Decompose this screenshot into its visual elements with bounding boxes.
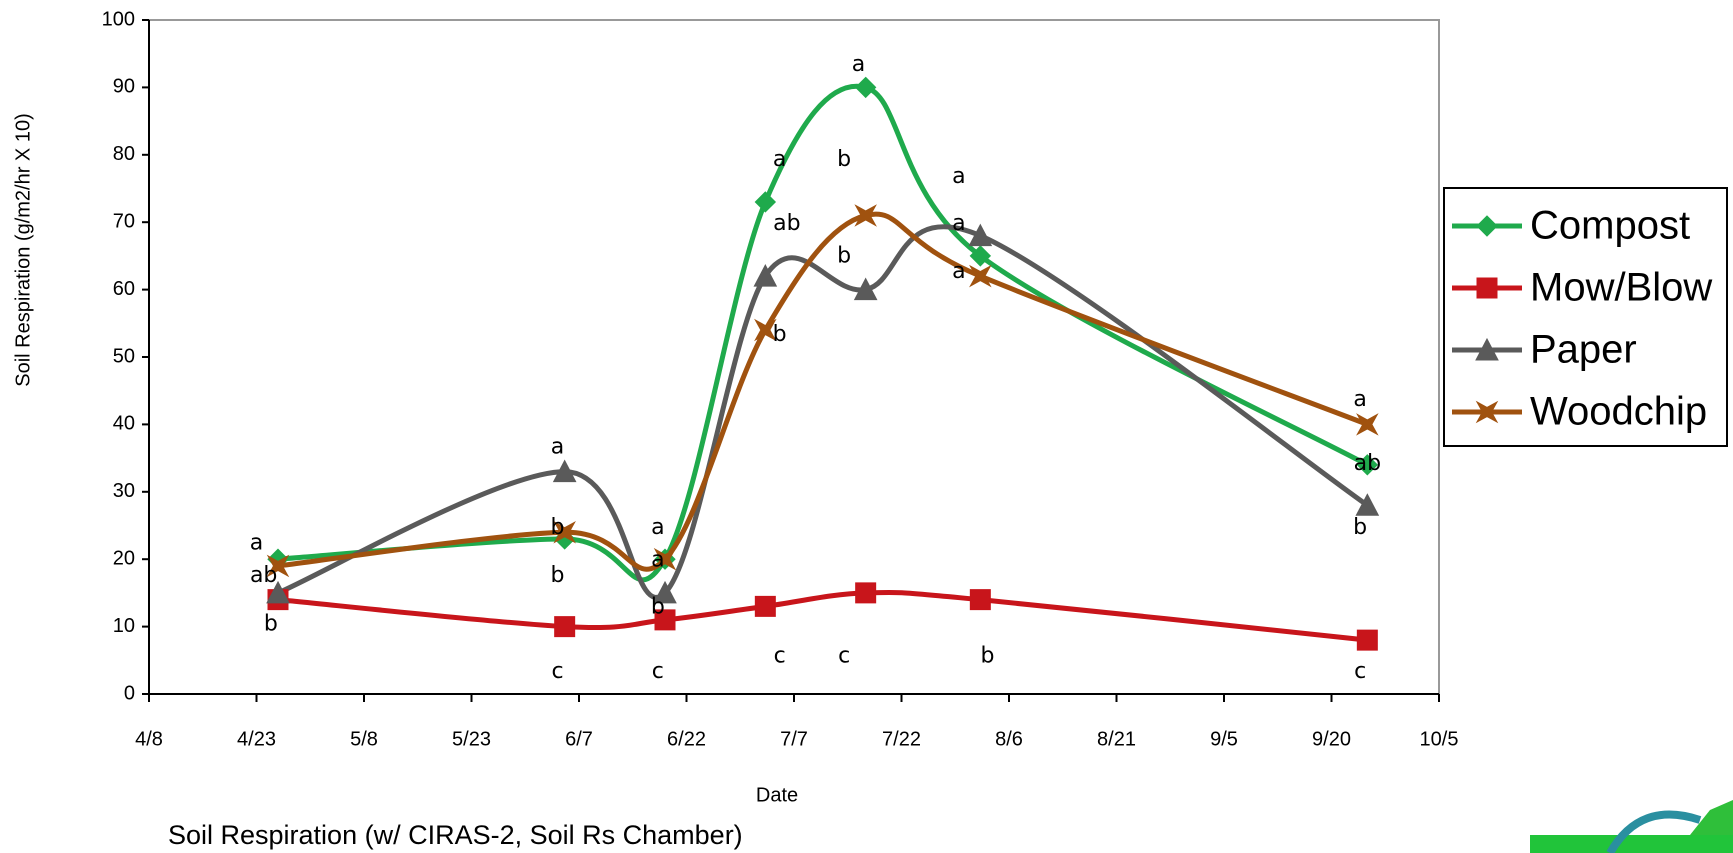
annotation: ab — [250, 563, 277, 588]
annotation: a — [651, 548, 664, 573]
y-tick-label: 100 — [102, 8, 135, 30]
marker — [968, 223, 993, 247]
x-tick-label: 9/20 — [1312, 728, 1351, 750]
marker — [753, 264, 778, 287]
y-tick-label: 50 — [113, 345, 135, 367]
legend-label: Compost — [1530, 204, 1690, 248]
marker — [1355, 493, 1380, 516]
annotation: c — [838, 643, 850, 668]
annotation: b — [837, 244, 851, 269]
marker — [1356, 454, 1379, 476]
series-line — [277, 589, 1368, 643]
marker — [754, 595, 776, 617]
annotation: a — [952, 211, 965, 236]
marker — [653, 547, 677, 571]
annotation: a — [952, 164, 965, 189]
marker — [266, 554, 290, 578]
plot-frame — [148, 19, 1440, 695]
x-tick-label: 10/5 — [1420, 728, 1459, 750]
annotation: ab — [773, 211, 800, 236]
x-tick-label: 6/22 — [667, 728, 706, 750]
x-axis-label: Date — [756, 784, 798, 806]
marker — [1356, 413, 1379, 436]
marker — [1476, 277, 1498, 299]
annotation: b — [651, 595, 665, 620]
annotation: a — [773, 147, 786, 172]
annotation: c — [652, 659, 664, 684]
marker — [855, 582, 877, 604]
marker — [853, 277, 878, 301]
marker — [554, 616, 576, 638]
y-tick-label: 70 — [113, 210, 135, 232]
annotation: a — [551, 434, 564, 459]
marker — [754, 191, 777, 213]
marker — [653, 580, 677, 604]
x-tick-label: 7/7 — [780, 728, 808, 750]
annotation: a — [852, 52, 865, 77]
y-tick-label: 20 — [113, 547, 135, 569]
y-tick-label: 40 — [113, 413, 135, 435]
x-tick-label: 4/8 — [135, 728, 163, 750]
annotation: b — [551, 515, 565, 540]
annotation: b — [773, 322, 787, 347]
marker — [553, 520, 576, 544]
logo-bar — [1530, 835, 1733, 853]
x-tick-label: 9/5 — [1210, 728, 1238, 750]
marker — [854, 76, 877, 99]
x-tick-label: 4/23 — [237, 728, 276, 750]
y-tick-label: 0 — [124, 682, 135, 704]
series-line — [277, 83, 1369, 583]
marker — [969, 589, 991, 611]
y-tick-label: 90 — [113, 76, 135, 98]
annotation: b — [264, 612, 278, 637]
marker — [654, 609, 676, 631]
x-tick-label: 8/21 — [1097, 728, 1136, 750]
logo-leaf — [1690, 800, 1733, 835]
y-tick-label: 60 — [113, 278, 135, 300]
x-tick-label: 6/7 — [565, 728, 593, 750]
marker — [1476, 215, 1498, 237]
series-line — [277, 211, 1369, 572]
marker — [266, 580, 290, 604]
caption: Soil Respiration (w/ CIRAS-2, Soil Rs Ch… — [168, 820, 743, 850]
legend-label: Mow/Blow — [1530, 266, 1712, 310]
marker — [1356, 629, 1378, 651]
annotation: b — [981, 643, 995, 668]
x-tick-label: 5/23 — [452, 728, 491, 750]
marker — [969, 264, 992, 288]
marker — [552, 459, 577, 483]
y-axis-label: Soil Respiration (g/m2/hr X 10) — [12, 113, 34, 386]
marker — [1475, 337, 1499, 361]
annotation: c — [1354, 659, 1366, 684]
annotation: a — [952, 259, 965, 284]
marker — [969, 245, 992, 267]
marker — [754, 318, 777, 342]
logo — [1530, 800, 1733, 853]
y-tick-label: 30 — [113, 480, 135, 502]
y-tick-label: 10 — [113, 615, 135, 637]
legend-label: Woodchip — [1530, 390, 1707, 434]
logo-arc — [1606, 810, 1702, 853]
legend-label: Paper — [1530, 328, 1637, 372]
y-tick-label: 80 — [113, 143, 135, 165]
annotation: b — [1353, 515, 1367, 540]
annotation: b — [551, 563, 565, 588]
marker — [1475, 400, 1499, 424]
x-tick-label: 5/8 — [350, 728, 378, 750]
annotation: a — [250, 531, 263, 556]
marker — [854, 204, 877, 227]
annotation: ab — [1354, 451, 1381, 476]
annotation: c — [551, 659, 563, 684]
annotation: b — [837, 147, 851, 172]
annotation: a — [651, 515, 664, 540]
x-tick-label: 7/22 — [882, 728, 921, 750]
annotation: a — [1353, 387, 1366, 412]
annotation: c — [774, 643, 786, 668]
x-tick-label: 8/6 — [995, 728, 1023, 750]
